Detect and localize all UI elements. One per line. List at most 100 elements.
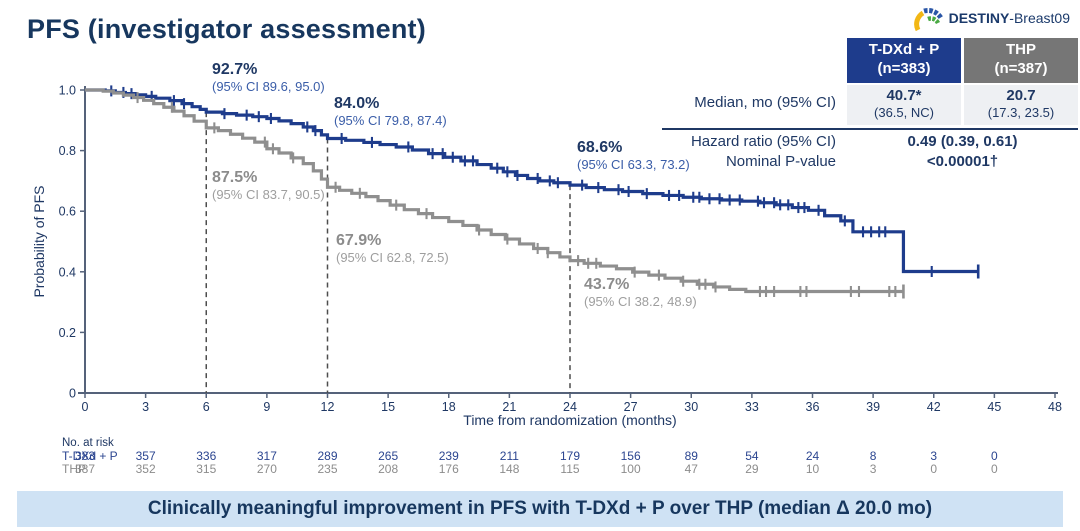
header-tdxd-n: (n=383): [877, 59, 931, 77]
x-axis-title: Time from randomization (months): [463, 412, 676, 428]
y-tick-label: 0.8: [59, 144, 76, 158]
at-risk-value: 10: [806, 462, 820, 476]
at-risk-value: 208: [378, 462, 398, 476]
at-risk-value: 176: [439, 462, 459, 476]
x-tick-label: 0: [82, 400, 89, 414]
logo-text: DESTINY-Breast09: [949, 10, 1070, 26]
logo-text-light: -Breast09: [1009, 10, 1070, 26]
x-tick-label: 12: [321, 400, 335, 414]
at-risk-value: 3: [930, 449, 937, 463]
landmark-ci: (95% CI 83.7, 90.5): [212, 187, 325, 202]
median-row-label: Median, mo (95% CI): [694, 94, 836, 112]
x-tick-label: 33: [745, 400, 759, 414]
landmark-value: 87.5%: [212, 169, 257, 186]
km-curve-tdxd-p: [85, 88, 979, 274]
at-risk-value: 336: [196, 449, 216, 463]
at-risk-value: 357: [136, 449, 156, 463]
at-risk-value: 47: [685, 462, 699, 476]
x-tick-label: 18: [442, 400, 456, 414]
at-risk-value: 289: [317, 449, 337, 463]
results-table-header-tdxd: T-DXd + P (n=383): [847, 38, 961, 83]
at-risk-value: 89: [685, 449, 699, 463]
destiny-breast09-logo: DESTINY-Breast09: [913, 5, 1070, 31]
x-tick-label: 21: [502, 400, 516, 414]
at-risk-title: No. at risk: [62, 437, 114, 449]
at-risk-value: 100: [621, 462, 641, 476]
median-thp-ci: (17.3, 23.5): [987, 105, 1055, 121]
at-risk-value: 148: [499, 462, 519, 476]
page-title: PFS (investigator assessment): [27, 14, 426, 44]
x-tick-label: 39: [866, 400, 880, 414]
at-risk-value: 115: [560, 462, 579, 476]
at-risk-value: 265: [378, 449, 398, 463]
header-thp-n: (n=387): [994, 59, 1048, 77]
at-risk-value: 8: [870, 449, 877, 463]
at-risk-value: 24: [806, 449, 820, 463]
at-risk-value: 179: [560, 449, 580, 463]
header-tdxd-name: T-DXd + P: [868, 41, 940, 58]
km-curve-thp: [85, 88, 904, 294]
at-risk-value: 211: [500, 449, 519, 463]
y-tick-label: 0: [69, 387, 76, 401]
x-tick-label: 27: [624, 400, 638, 414]
x-tick-label: 42: [927, 400, 941, 414]
x-tick-label: 6: [203, 400, 210, 414]
landmark-value: 68.6%: [577, 139, 622, 156]
hazard-ratio-label: Hazard ratio (95% CI): [690, 132, 836, 150]
p-value-label: Nominal P-value: [725, 153, 836, 171]
destiny-fan-logo-icon: [913, 8, 943, 31]
landmark-value: 43.7%: [584, 276, 629, 293]
at-risk-value: 0: [991, 449, 998, 463]
landmark-ci: (95% CI 89.6, 95.0): [212, 79, 325, 94]
logo-text-bold: DESTINY: [948, 10, 1010, 26]
y-tick-label: 0.4: [59, 265, 76, 279]
at-risk-value: 0: [930, 462, 937, 476]
landmark-ci: (95% CI 38.2, 48.9): [584, 294, 697, 309]
at-risk-row-label: T-DXd + P: [62, 449, 118, 463]
at-risk-value: 387: [75, 462, 95, 476]
header-thp-name: THP: [1006, 41, 1036, 58]
at-risk-value: 383: [75, 449, 95, 463]
landmark-ci: (95% CI 63.3, 73.2): [577, 157, 690, 172]
y-tick-label: 0.6: [59, 205, 76, 219]
at-risk-row-label: THP: [62, 462, 86, 476]
results-table-divider: [662, 127, 1078, 130]
results-table: T-DXd + P (n=383) THP (n=387) Median, mo…: [662, 38, 1078, 173]
at-risk-value: 0: [991, 462, 998, 476]
hazard-ratio-value: 0.49 (0.39, 0.61): [907, 132, 1018, 150]
landmark-value: 84.0%: [334, 95, 379, 112]
p-value: <0.00001†: [926, 153, 999, 171]
x-tick-label: 45: [987, 400, 1001, 414]
at-risk-value: 156: [621, 449, 641, 463]
y-axis-title: Probability of PFS: [31, 185, 47, 297]
y-tick-label: 0.2: [59, 326, 76, 340]
at-risk-value: 54: [745, 449, 759, 463]
at-risk-value: 317: [257, 449, 277, 463]
x-tick-label: 48: [1048, 400, 1062, 414]
x-tick-label: 36: [806, 400, 820, 414]
x-tick-label: 24: [563, 400, 577, 414]
x-tick-label: 15: [381, 400, 395, 414]
at-risk-value: 29: [745, 462, 759, 476]
x-tick-label: 9: [263, 400, 270, 414]
median-tdxd-value: 40.7*: [886, 86, 922, 104]
landmark-ci: (95% CI 62.8, 72.5): [336, 250, 449, 265]
at-risk-value: 315: [196, 462, 216, 476]
x-tick-label: 30: [684, 400, 698, 414]
y-tick-label: 1.0: [59, 84, 76, 98]
median-thp-cell: 20.7 (17.3, 23.5): [964, 84, 1078, 125]
at-risk-value: 239: [439, 449, 459, 463]
at-risk-value: 270: [257, 462, 277, 476]
results-table-header-thp: THP (n=387): [964, 38, 1078, 83]
median-tdxd-ci: (36.5, NC): [874, 105, 934, 121]
at-risk-value: 235: [317, 462, 337, 476]
conclusion-banner: Clinically meaningful improvement in PFS…: [17, 491, 1063, 527]
landmark-ci: (95% CI 79.8, 87.4): [334, 113, 447, 128]
median-tdxd-cell: 40.7* (36.5, NC): [847, 84, 961, 125]
landmark-value: 92.7%: [212, 61, 257, 78]
at-risk-value: 3: [870, 462, 877, 476]
at-risk-value: 352: [136, 462, 156, 476]
landmark-value: 67.9%: [336, 232, 381, 249]
